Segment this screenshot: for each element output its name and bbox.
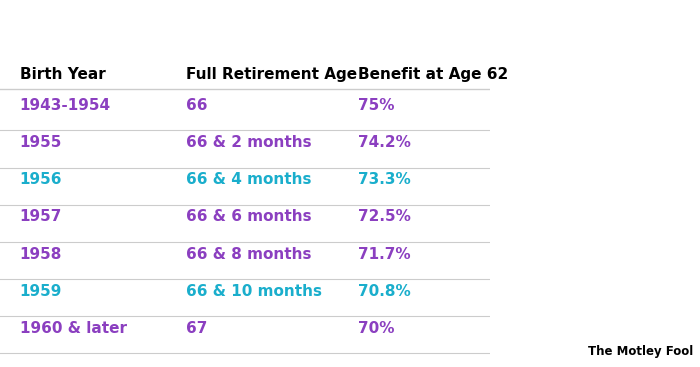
Text: Retired workers that
claim Social Security
at full retirement age
receive 100% o: Retired workers that claim Social Securi… [507, 62, 668, 159]
Text: 71.7%: 71.7% [358, 247, 410, 262]
Text: 70.8%: 70.8% [358, 284, 410, 299]
Text: 74.2%: 74.2% [358, 135, 411, 150]
Text: 1943-1954: 1943-1954 [20, 98, 111, 113]
Text: 73.3%: 73.3% [358, 172, 410, 187]
Text: 66 & 10 months: 66 & 10 months [186, 284, 322, 299]
Text: 1955: 1955 [20, 135, 62, 150]
Text: 66 & 4 months: 66 & 4 months [186, 172, 312, 187]
Text: 66 & 2 months: 66 & 2 months [186, 135, 312, 150]
Text: 75%: 75% [358, 98, 394, 113]
Text: 70%: 70% [358, 321, 394, 336]
Text: 1960 & later: 1960 & later [20, 321, 127, 336]
Text: 1959: 1959 [20, 284, 62, 299]
Text: 72.5%: 72.5% [358, 210, 411, 225]
Text: Benefit at Age 62: Benefit at Age 62 [358, 67, 508, 81]
Text: 67: 67 [186, 321, 208, 336]
Text: 1958: 1958 [20, 247, 62, 262]
Text: Birth Year: Birth Year [20, 67, 105, 81]
Text: 1956: 1956 [20, 172, 62, 187]
Text: The Motley Fool: The Motley Fool [589, 345, 694, 357]
Text: 66 & 6 months: 66 & 6 months [186, 210, 312, 225]
Text: Retired workers that
claim Social Security
before full retirement
age get less t: Retired workers that claim Social Securi… [507, 207, 671, 304]
Text: Full Retirement Age: Full Retirement Age [186, 67, 357, 81]
Text: 66 & 8 months: 66 & 8 months [186, 247, 312, 262]
Text: Social Security Full Retirement Age: Social Security Full Retirement Age [87, 13, 613, 39]
Text: 66: 66 [186, 98, 208, 113]
Text: 1957: 1957 [20, 210, 62, 225]
